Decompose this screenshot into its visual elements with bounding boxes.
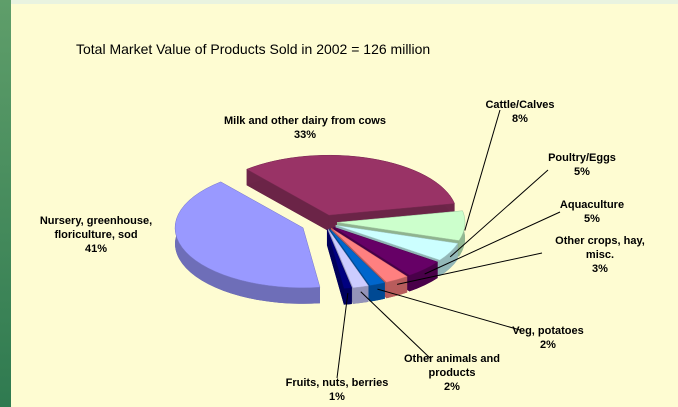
- slice-name: Other crops, hay, misc.: [555, 235, 645, 261]
- slice-top: [327, 228, 369, 289]
- slice-name: Veg, potatoes: [512, 325, 584, 337]
- slice-label: Veg, potatoes 2%: [503, 324, 593, 352]
- slice-label: Other animals and products 2%: [392, 352, 512, 394]
- slice-label: Fruits, nuts, berries 1%: [277, 376, 397, 404]
- slice-wall: [439, 243, 458, 277]
- slice-value: 2%: [444, 381, 460, 393]
- slice-top: [326, 229, 353, 289]
- side-strip: [0, 0, 11, 407]
- slice-wall: [409, 261, 438, 292]
- leader-line: [336, 293, 349, 379]
- slice-name: Other animals and products: [404, 353, 500, 379]
- slice-name: Nursery, greenhouse, floriculture, sod: [39, 215, 153, 241]
- top-edge: [11, 0, 678, 4]
- slice-top: [329, 228, 386, 286]
- leader-line: [377, 288, 521, 331]
- tops: [174, 154, 466, 289]
- chart-title: Total Market Value of Products Sold in 2…: [76, 41, 431, 57]
- slice-wall: [175, 181, 320, 304]
- leaders: [336, 109, 561, 379]
- slice-value: 5%: [584, 213, 600, 225]
- slice-value: 2%: [540, 339, 556, 351]
- slice-side: [246, 169, 329, 232]
- leader-line: [396, 252, 543, 285]
- slice-top: [335, 224, 459, 261]
- slice-value: 8%: [512, 113, 528, 125]
- slice-label: Aquaculture 5%: [547, 198, 637, 226]
- slice-label: Other crops, hay, misc. 3%: [540, 234, 660, 276]
- slice-value: 41%: [84, 243, 108, 255]
- slice-name: Fruits, nuts, berries: [285, 377, 389, 389]
- slice-label: Cattle/Calves 8%: [480, 98, 560, 126]
- slice-wall: [369, 282, 385, 302]
- slice-label: Nursery, greenhouse, floriculture, sod 41…: [21, 214, 171, 256]
- slice-top: [336, 210, 466, 241]
- slice-wall: [352, 285, 369, 304]
- slice-name: Milk and other dairy from cows: [224, 115, 386, 127]
- slice-value: 33%: [293, 129, 317, 141]
- slice-side: [326, 229, 344, 305]
- leader-line: [464, 109, 501, 231]
- slice-name: Poultry/Eggs: [548, 152, 616, 164]
- slice-label: Milk and other dairy from cows 33%: [220, 114, 390, 142]
- slice-name: Cattle/Calves: [485, 99, 555, 111]
- slice-top: [331, 227, 408, 283]
- leader-line: [360, 291, 431, 359]
- slice-value: 5%: [574, 166, 590, 178]
- slice-top: [246, 154, 455, 216]
- slice-value: 3%: [592, 263, 608, 275]
- slice-value: 1%: [329, 391, 345, 403]
- slice-name: Aquaculture: [559, 199, 625, 211]
- slice-top: [174, 181, 321, 289]
- leader-line: [449, 169, 549, 258]
- slice-top: [333, 226, 439, 276]
- slice-label: Poultry/Eggs 5%: [537, 151, 627, 179]
- leader-line: [424, 211, 561, 275]
